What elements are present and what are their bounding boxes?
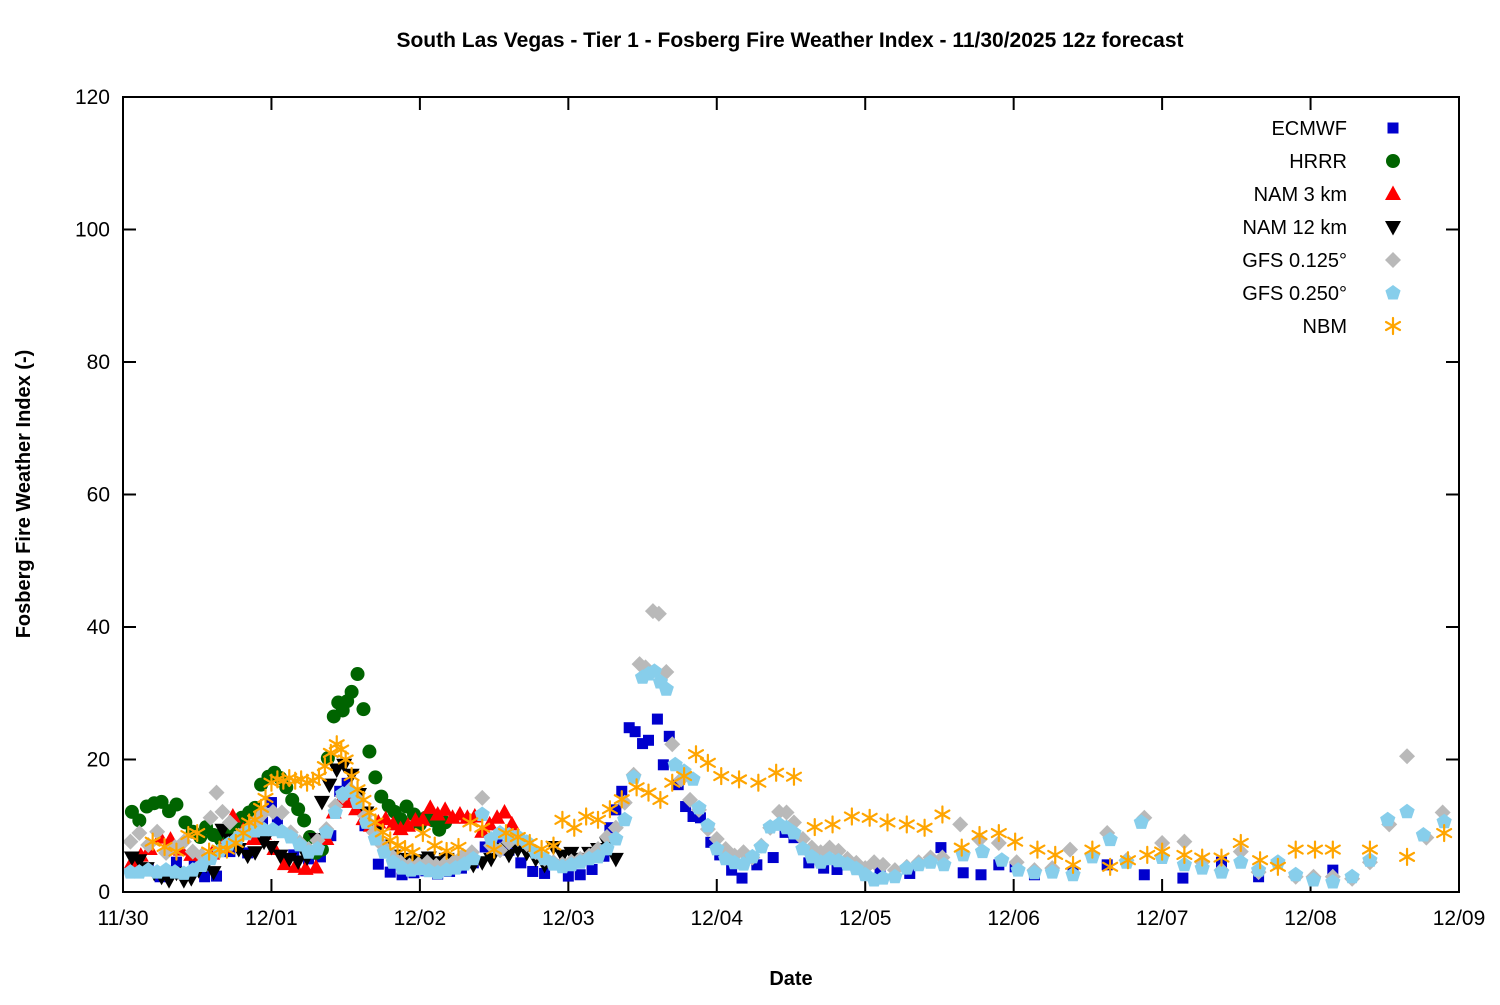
y-tick-label: 120 bbox=[75, 86, 110, 109]
x-tick-label: 12/09 bbox=[1433, 907, 1486, 930]
x-tick-label: 12/02 bbox=[394, 907, 447, 930]
y-axis-label: Fosberg Fire Weather Index (-) bbox=[13, 350, 35, 639]
axes: 11/30 12/01 12/02 12/03 12/04 12/05 12/06 12/07… bbox=[75, 86, 1485, 930]
chart-title: South Las Vegas - Tier 1 - Fosberg Fire … bbox=[396, 29, 1183, 52]
legend-marker-pentagon-icon bbox=[1385, 285, 1401, 300]
y-tick-label: 60 bbox=[87, 484, 110, 507]
legend-entry-gfs-0-250-: GFS 0.250° bbox=[1242, 283, 1401, 305]
legend-entry-gfs-0-125-: GFS 0.125° bbox=[1242, 250, 1401, 272]
y-tick-label: 80 bbox=[87, 351, 110, 374]
legend: ECMWF HRRR NAM 3 km NAM 12 km GFS 0.125° GFS … bbox=[1242, 118, 1402, 338]
x-tick-label: 12/05 bbox=[839, 907, 892, 930]
plot-border bbox=[122, 96, 1460, 893]
legend-label: GFS 0.125° bbox=[1242, 250, 1347, 272]
legend-entry-nbm: NBM bbox=[1303, 316, 1402, 338]
x-tick-label: 12/06 bbox=[987, 907, 1040, 930]
x-tick-label: 12/04 bbox=[690, 907, 743, 930]
legend-marker-triangle-down-icon bbox=[1385, 221, 1401, 236]
legend-label: GFS 0.250° bbox=[1242, 283, 1347, 305]
legend-marker-asterisk-icon bbox=[1384, 316, 1402, 336]
legend-entry-ecmwf: ECMWF bbox=[1271, 118, 1399, 140]
legend-label: ECMWF bbox=[1271, 118, 1347, 140]
x-tick-label: 11/30 bbox=[98, 907, 149, 930]
x-tick-label: 12/01 bbox=[245, 907, 298, 930]
legend-entry-nam-3-km: NAM 3 km bbox=[1254, 184, 1401, 206]
legend-marker-diamond-icon bbox=[1385, 252, 1401, 268]
x-tick-label: 12/07 bbox=[1136, 907, 1189, 930]
legend-label: HRRR bbox=[1289, 151, 1347, 173]
x-axis-label: Date bbox=[769, 968, 812, 990]
data-points bbox=[122, 603, 1453, 889]
legend-label: NAM 12 km bbox=[1243, 217, 1347, 239]
y-tick-label: 0 bbox=[98, 881, 110, 904]
legend-marker-square-icon bbox=[1387, 122, 1399, 134]
legend-label: NAM 3 km bbox=[1254, 184, 1347, 206]
legend-entry-hrrr: HRRR bbox=[1289, 151, 1400, 173]
legend-marker-triangle-up-icon bbox=[1385, 185, 1401, 200]
x-tick-label: 12/08 bbox=[1284, 907, 1337, 930]
series-nbm bbox=[144, 735, 1453, 876]
y-tick-label: 20 bbox=[87, 749, 110, 772]
legend-label: NBM bbox=[1303, 316, 1347, 338]
legend-marker-circle-icon bbox=[1386, 154, 1400, 168]
x-tick-label: 12/03 bbox=[542, 907, 595, 930]
legend-entry-nam-12-km: NAM 12 km bbox=[1243, 217, 1401, 239]
y-tick-label: 100 bbox=[75, 219, 110, 242]
y-tick-label: 40 bbox=[87, 616, 110, 639]
